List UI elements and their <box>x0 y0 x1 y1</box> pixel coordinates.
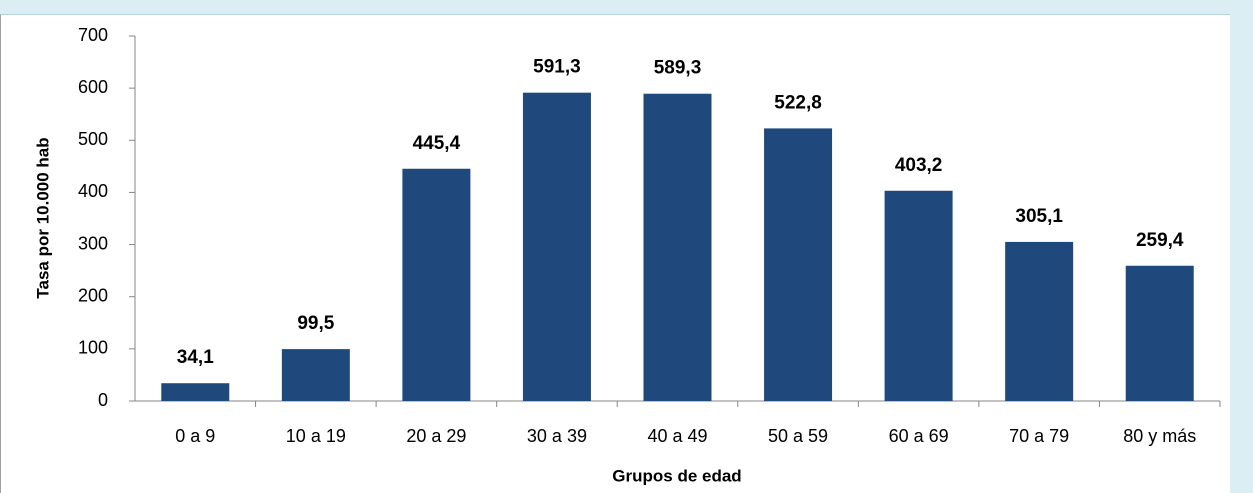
value-label: 99,5 <box>297 313 334 334</box>
x-axis-label: Grupos de edad <box>612 466 741 485</box>
x-tick-label: 10 a 19 <box>286 426 346 446</box>
value-label: 259,4 <box>1136 230 1184 251</box>
bar <box>161 383 230 401</box>
x-tick-label: 30 a 39 <box>527 426 587 446</box>
y-tick-label: 600 <box>78 77 108 97</box>
x-tick-label: 60 a 69 <box>889 426 949 446</box>
value-label: 591,3 <box>533 57 581 78</box>
bar <box>522 92 591 401</box>
x-tick-label: 50 a 59 <box>768 426 828 446</box>
y-tick-label: 0 <box>98 390 108 410</box>
bar <box>764 128 833 401</box>
value-label: 305,1 <box>1015 206 1063 227</box>
x-tick-label: 40 a 49 <box>647 426 707 446</box>
x-tick-label: 80 y más <box>1123 426 1196 446</box>
bar <box>884 190 953 401</box>
y-tick-label: 700 <box>78 25 108 45</box>
y-tick-label: 100 <box>78 338 108 358</box>
value-label: 34,1 <box>177 347 214 368</box>
value-label: 589,3 <box>654 58 702 79</box>
bar <box>402 168 471 401</box>
bar <box>281 349 350 401</box>
y-tick-label: 300 <box>78 233 108 253</box>
value-label: 445,4 <box>413 133 461 154</box>
x-tick-label: 0 a 9 <box>175 426 215 446</box>
bar <box>1005 241 1074 401</box>
y-tick-label: 400 <box>78 181 108 201</box>
value-label: 403,2 <box>895 155 943 176</box>
y-tick-label: 200 <box>78 285 108 305</box>
x-tick-label: 70 a 79 <box>1009 426 1069 446</box>
value-label: 522,8 <box>774 92 822 113</box>
y-axis-label: Tasa por 10.000 hab <box>33 137 52 298</box>
bar <box>1125 265 1194 401</box>
y-tick-label: 500 <box>78 129 108 149</box>
x-tick-label: 20 a 29 <box>406 426 466 446</box>
bar <box>643 93 712 402</box>
